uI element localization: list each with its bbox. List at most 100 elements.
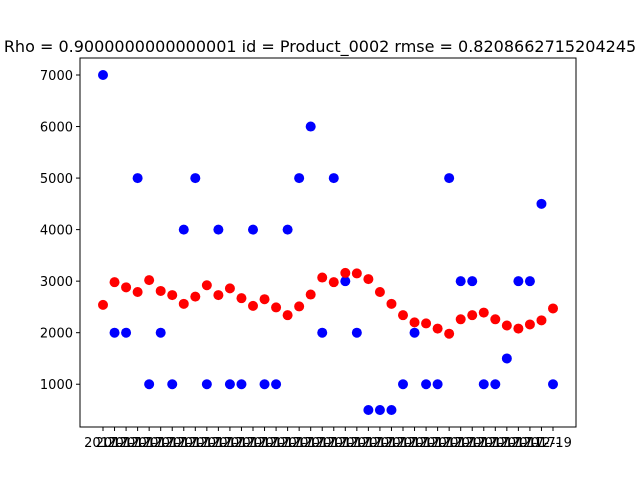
x-tick-label: 2017- — [349, 436, 387, 451]
series-1-point — [386, 404, 397, 415]
x-tick-label: 2017- — [84, 436, 122, 451]
x-tick-label: 2017- — [107, 436, 145, 451]
series-2-point — [248, 300, 258, 311]
series-2-point — [201, 280, 212, 291]
series-1-point — [444, 173, 455, 184]
series-2-point — [409, 317, 420, 328]
series-1-point — [167, 379, 178, 390]
series-1-point — [536, 198, 547, 209]
series-1-point — [98, 70, 108, 81]
series-1-point — [455, 276, 466, 287]
x-tick-label: 2017- — [130, 436, 168, 451]
x-tick-label: 2017- — [511, 436, 549, 451]
series-2-point — [132, 286, 143, 297]
series-2-point — [213, 290, 224, 301]
series-2-point — [363, 274, 374, 285]
series-1-point — [294, 173, 305, 184]
series-2-point — [328, 277, 339, 288]
series-2-point — [374, 286, 385, 297]
x-tick-label: 2017- — [292, 436, 330, 451]
series-1-point — [213, 224, 224, 235]
x-tick-label: 2017- — [453, 436, 491, 451]
series-2-point — [224, 283, 235, 294]
chart-title: Rho = 0.9000000000000001 id = Product_00… — [4, 37, 636, 57]
series-2-point — [490, 314, 501, 325]
y-tick-label: 1000 — [40, 378, 73, 393]
series-1-point — [178, 224, 189, 235]
x-tick-label: 2017- — [442, 436, 480, 451]
series-1-point — [374, 404, 385, 415]
series-1-point — [132, 173, 143, 184]
x-tick-label: 2017- — [315, 436, 353, 451]
x-tick-label: 2017- — [280, 436, 318, 451]
x-tick-label: 2017- — [153, 436, 191, 451]
series-1-point — [305, 121, 316, 132]
series-2-point — [294, 301, 305, 312]
series-1-point — [224, 379, 235, 390]
x-tick-label: 2017- — [488, 436, 526, 451]
series-1-point — [409, 327, 420, 338]
series-2-point — [271, 302, 282, 313]
series-2-point — [536, 315, 547, 326]
series-1-point — [501, 353, 512, 364]
y-tick-label: 7000 — [40, 69, 73, 84]
series-2-point — [167, 290, 178, 301]
series-1-point — [432, 379, 443, 390]
x-tick-label: 12-19 — [534, 436, 572, 451]
series-1-point — [398, 379, 408, 390]
series-2-point — [109, 277, 120, 288]
series-2-point — [98, 299, 108, 310]
series-2-point — [467, 310, 478, 321]
series-1-point — [201, 379, 212, 390]
x-tick-label: 2017- — [499, 436, 537, 451]
series-2-point — [455, 314, 466, 325]
y-tick-label: 3000 — [40, 275, 73, 290]
x-tick-label: 2017- — [96, 436, 134, 451]
x-tick-label: 2017- — [246, 436, 284, 451]
series-2-point — [513, 323, 524, 334]
y-tick-label: 6000 — [40, 121, 73, 136]
series-1-point — [513, 276, 524, 287]
series-1-point — [236, 379, 247, 390]
x-tick-label: 2017- — [165, 436, 203, 451]
y-tick-label: 4000 — [40, 224, 73, 239]
series-1-point — [248, 224, 258, 235]
series-2-point — [501, 320, 512, 331]
series-1-point — [328, 173, 339, 184]
x-tick-label: 2017- — [338, 436, 376, 451]
x-tick-label: 2017- — [223, 436, 261, 451]
x-tick-label: 2017- — [384, 436, 422, 451]
series-1-point — [121, 327, 132, 338]
plot-area — [79, 57, 577, 428]
series-2-point — [386, 298, 397, 309]
series-1-point — [351, 327, 362, 338]
x-tick-label: 2017- — [419, 436, 457, 451]
x-tick-label: 2017- — [407, 436, 445, 451]
series-1-point — [548, 379, 558, 390]
series-2-point — [178, 298, 189, 309]
series-1-point — [144, 379, 155, 390]
x-tick-label: 2017- — [373, 436, 411, 451]
series-1-point — [271, 379, 282, 390]
series-1-point — [478, 379, 489, 390]
y-tick-label: 5000 — [40, 172, 73, 187]
x-tick-label: 2017- — [119, 436, 157, 451]
series-1-point — [155, 327, 166, 338]
series-2-point — [190, 291, 201, 302]
series-2-point — [121, 282, 132, 293]
series-1-point — [317, 327, 328, 338]
x-tick-label: 2017- — [465, 436, 503, 451]
x-tick-label: 2017- — [234, 436, 272, 451]
series-2-point — [351, 268, 362, 279]
series-1-point — [340, 276, 351, 287]
series-2-point — [398, 310, 408, 321]
series-1-point — [109, 327, 120, 338]
x-tick-label: 2017- — [476, 436, 514, 451]
series-2-point — [305, 289, 316, 300]
series-1-point — [282, 224, 293, 235]
y-tick-label: 2000 — [40, 327, 73, 342]
series-2-point — [144, 275, 155, 286]
x-tick-label: 2017- — [269, 436, 307, 451]
series-2-point — [478, 307, 489, 318]
x-tick-label: 2017- — [361, 436, 399, 451]
